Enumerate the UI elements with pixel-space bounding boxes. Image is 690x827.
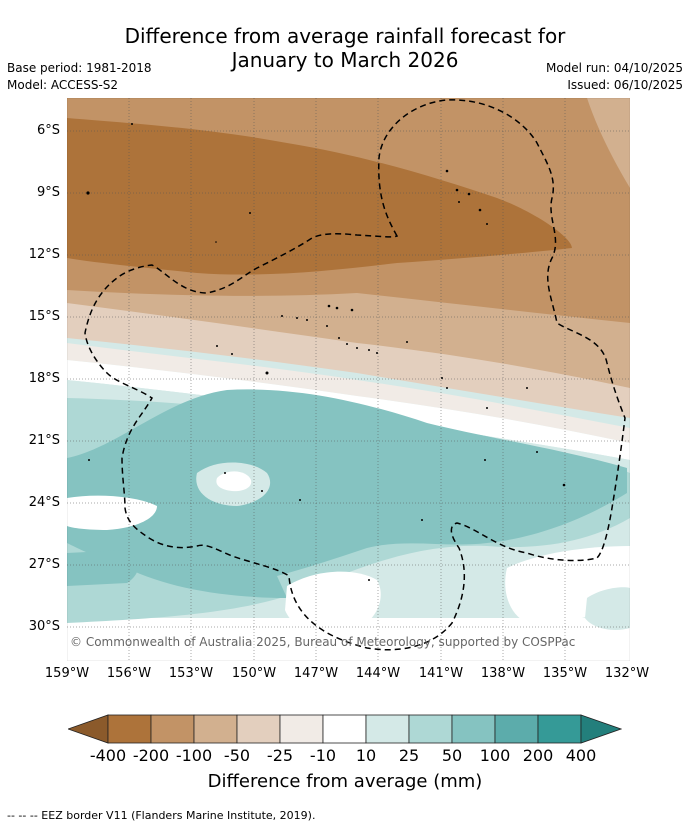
band-m400-m200 [67,118,572,275]
eez-border [84,99,626,651]
lat-label-12s: 12°S [28,247,60,262]
colorbar-label-m100: -100 [175,746,213,765]
colorbar-label-25: 25 [398,746,420,765]
colorbar-label-100: 100 [479,746,511,765]
colorbar-swatch-gt-400 [580,714,622,744]
rainfall-map: © Commonwealth of Australia 2025, Bureau… [67,98,630,661]
lon-label-147w: 147°W [293,666,339,681]
colorbar-swatch-m25-m10 [279,714,324,744]
meta-right: Model run: 04/10/2025 Issued: 06/10/2025 [546,60,683,94]
colorbar-label-m10: -10 [309,746,337,765]
issued-date: Issued: 06/10/2025 [567,78,683,92]
band-m25-m10 [67,343,630,443]
lat-label-18s: 18°S [28,371,60,386]
lat-label-6s: 6°S [36,123,60,138]
colorbar-swatch-50-100 [451,714,496,744]
colorbar-swatch-m50-m25 [236,714,281,744]
white-hole-center-inner [216,471,252,492]
colorbar-label-200: 200 [522,746,554,765]
model-name: Model: ACCESS-S2 [7,78,119,92]
lon-label-135w: 135°W [542,666,588,681]
title-line-2: January to March 2026 [231,48,459,72]
colorbar-swatch-m100-m50 [193,714,238,744]
colorbar-label-10: 10 [355,746,377,765]
colorbar-swatch-25-50 [408,714,453,744]
lat-label-15s: 15°S [28,309,60,324]
lat-label-30s: 30°S [28,619,60,634]
chart-title: Difference from average rainfall forecas… [0,24,690,72]
band-50-100-west [67,550,139,586]
lat-label-27s: 27°S [28,557,60,572]
colorbar-label-50: 50 [441,746,463,765]
colorbar-swatch-m400-m200 [107,714,152,744]
colorbar-label-m25: -25 [266,746,294,765]
lon-label-156w: 156°W [106,666,152,681]
colorbar-label-m50: -50 [223,746,251,765]
model-run: Model run: 04/10/2025 [545,61,683,75]
grid-lines [67,98,630,661]
colorbar-title: Difference from average (mm) [207,771,483,792]
lon-label-141w: 141°W [418,666,464,681]
lon-label-144w: 144°W [355,666,401,681]
colorbar [68,714,622,744]
colorbar-swatch-m10-10 [322,714,367,744]
lat-label-9s: 9°S [36,185,60,200]
south-white-patch [67,618,630,661]
white-hole-south [285,571,381,637]
colorbar-swatch-200-400 [537,714,582,744]
colorbar-swatch-lt-400 [68,714,109,744]
colorbar-label-m200: -200 [132,746,170,765]
colorbar-label-m400: -400 [89,746,127,765]
lon-label-159w: 159°W [44,666,90,681]
lon-label-138w: 138°W [480,666,526,681]
copyright: © Commonwealth of Australia 2025, Bureau… [70,635,575,649]
lat-label-21s: 21°S [28,433,60,448]
colorbar-swatch-m200-m100 [150,714,195,744]
lat-label-24s: 24°S [28,495,60,510]
colorbar-swatch-10-25 [365,714,410,744]
green-hole-southeast [585,587,630,630]
white-hole-west [67,495,157,530]
colorbar-swatch-100-200 [494,714,539,744]
lon-label-150w: 150°W [231,666,277,681]
lon-label-153w: 153°W [168,666,214,681]
lon-label-132w: 132°W [604,666,650,681]
base-period: Base period: 1981-2018 [7,61,152,75]
eez-footnote: -- -- -- EEZ border V11 (Flanders Marine… [7,809,316,822]
colorbar-label-400: 400 [565,746,597,765]
island-specks [86,123,566,581]
title-line-1: Difference from average rainfall forecas… [124,24,566,48]
meta-left: Base period: 1981-2018 Model: ACCESS-S2 [7,60,152,94]
